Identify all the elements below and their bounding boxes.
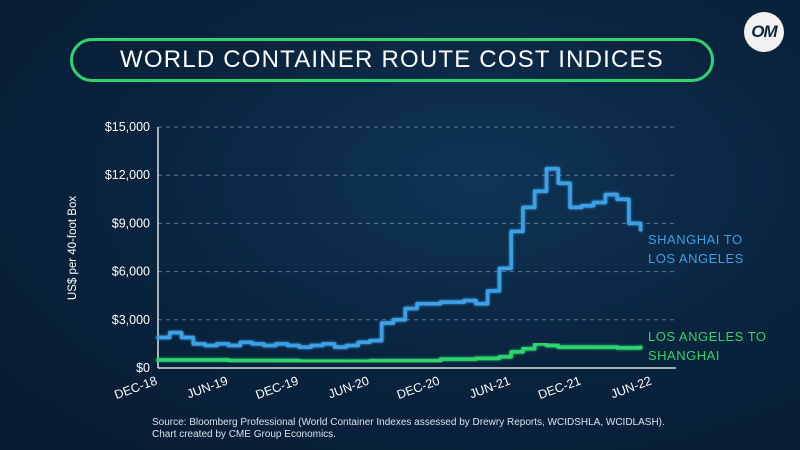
x-tick-label: DEC-20 bbox=[395, 374, 442, 402]
om-logo: OM bbox=[744, 12, 784, 52]
series-label-1-line-1: SHANGHAI bbox=[648, 348, 720, 363]
source-line-1: Source: Bloomberg Professional (World Co… bbox=[152, 417, 665, 428]
x-tick-label: DEC-19 bbox=[254, 374, 301, 402]
x-tick-label: JUN-21 bbox=[468, 374, 513, 402]
series-line-1 bbox=[156, 342, 643, 364]
series-label-0-line-0: SHANGHAI TO bbox=[648, 232, 743, 247]
series-label-0-line-1: LOS ANGELES bbox=[648, 251, 744, 266]
y-tick-label: $0 bbox=[136, 361, 150, 375]
y-tick-label: $6,000 bbox=[112, 265, 150, 279]
x-tick-label: DEC-18 bbox=[112, 374, 159, 402]
series-label-1-line-0: LOS ANGELES TO bbox=[648, 329, 767, 344]
source-line-2: Chart created by CME Group Economics. bbox=[152, 429, 336, 440]
y-tick-label: $12,000 bbox=[105, 168, 150, 182]
series-line-0 bbox=[156, 167, 643, 349]
chart-title: WORLD CONTAINER ROUTE COST INDICES bbox=[120, 46, 664, 73]
source-note: Source: Bloomberg Professional (World Co… bbox=[152, 417, 772, 441]
x-tick-label: JUN-19 bbox=[185, 374, 230, 402]
y-tick-label: $15,000 bbox=[105, 120, 150, 134]
x-tick-label: JUN-22 bbox=[609, 374, 654, 402]
series-labels: SHANGHAI TO LOS ANGELES LOS ANGELES TO SHAN… bbox=[648, 232, 767, 363]
y-tick-label: $9,000 bbox=[112, 216, 150, 230]
chart-title-box: WORLD CONTAINER ROUTE COST INDICES bbox=[70, 38, 714, 82]
y-tick-label: $3,000 bbox=[112, 313, 150, 327]
x-tick-label: DEC-21 bbox=[536, 374, 583, 402]
y-axis-label: US$ per 40-foot Box bbox=[67, 196, 79, 300]
gridlines bbox=[158, 126, 676, 321]
series bbox=[156, 167, 643, 364]
x-tick-label: JUN-20 bbox=[326, 374, 371, 402]
